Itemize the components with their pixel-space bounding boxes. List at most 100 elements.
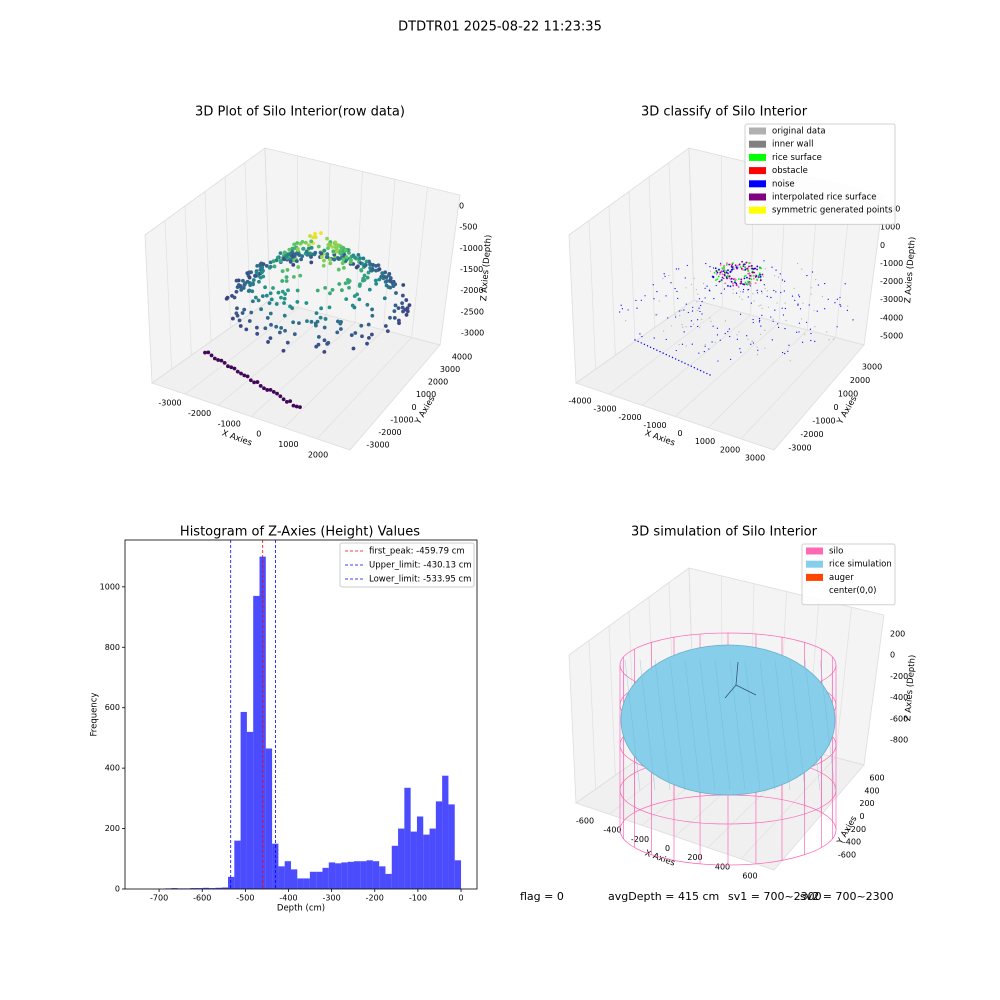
decor-point xyxy=(720,292,722,294)
decor-point xyxy=(815,279,817,281)
x-tick-label: -400 xyxy=(279,894,297,903)
z-axis-label: Z Axies (Depth) xyxy=(479,234,494,301)
y-tick-label: -1000 xyxy=(812,417,835,426)
decor-point xyxy=(730,263,733,266)
decor-point xyxy=(339,246,344,251)
decor-point xyxy=(226,364,230,369)
decor-point xyxy=(347,285,351,290)
decor-point xyxy=(247,270,252,275)
decor-point xyxy=(619,311,621,313)
decor-point xyxy=(300,254,305,259)
decor-point xyxy=(684,362,686,365)
x-tick-label: -100 xyxy=(409,894,427,903)
decor-point xyxy=(377,277,382,282)
decor-point xyxy=(808,304,810,306)
decor-point xyxy=(756,289,758,292)
decor-point xyxy=(740,351,742,353)
decor-point xyxy=(799,308,802,310)
decor-point xyxy=(269,322,273,327)
decor-point xyxy=(828,339,830,341)
y-tick-label: -600 xyxy=(838,851,856,860)
decor-point xyxy=(762,275,764,277)
decor-point xyxy=(839,296,841,299)
decor-point xyxy=(782,314,785,316)
decor-point xyxy=(772,318,774,320)
decor-point xyxy=(683,309,685,311)
decor-point xyxy=(643,343,646,346)
decor-point xyxy=(810,293,812,295)
decor-point xyxy=(732,288,734,290)
decor-point xyxy=(401,283,406,287)
legend-swatch xyxy=(749,167,766,175)
footer-sv1: sv1 = 700~2300 xyxy=(728,890,822,903)
decor-point xyxy=(639,333,641,335)
pane-grid xyxy=(250,322,356,417)
decor-point xyxy=(365,302,370,307)
z-tick-label: -1000 xyxy=(460,244,483,253)
pane-grid xyxy=(184,307,299,395)
pane-grid xyxy=(411,187,428,338)
decor-point xyxy=(752,293,754,295)
decor-point xyxy=(693,367,696,369)
decor-point xyxy=(663,330,665,332)
y-tick-label: -1000 xyxy=(390,415,413,424)
decor-point xyxy=(756,346,758,348)
decor-point xyxy=(360,334,364,339)
decor-point xyxy=(267,265,272,270)
decor-point xyxy=(680,309,683,312)
decor-point xyxy=(749,285,751,287)
decor-point xyxy=(713,298,715,300)
decor-point xyxy=(695,289,697,291)
pane-grid xyxy=(740,757,836,860)
x-tick-label: -3000 xyxy=(158,399,181,408)
x-axis-label: Depth (cm) xyxy=(277,904,325,914)
decor-point xyxy=(686,264,688,267)
decor-point xyxy=(264,293,269,298)
decor-point xyxy=(336,256,340,260)
bar xyxy=(190,888,197,889)
pane-grid xyxy=(244,162,251,314)
footer-sv2: sv2 = 700~2300 xyxy=(800,890,894,903)
decor-point xyxy=(759,267,761,270)
decor-point xyxy=(407,303,412,307)
decor-point xyxy=(358,282,362,287)
decor-point xyxy=(760,325,762,327)
decor-point xyxy=(704,297,706,299)
decor-point xyxy=(685,326,687,328)
decor-point xyxy=(698,298,701,300)
pane-grid xyxy=(217,314,327,406)
pane-grid xyxy=(164,220,173,370)
bar xyxy=(221,887,229,889)
decor-point xyxy=(324,255,329,259)
decor-point xyxy=(353,255,357,260)
decor-point xyxy=(756,292,759,294)
decor-point xyxy=(784,307,786,310)
decor-point xyxy=(698,307,700,309)
decor-point xyxy=(718,280,721,283)
decor-point xyxy=(283,292,288,296)
decor-point xyxy=(234,311,239,316)
decor-point xyxy=(309,245,314,250)
decor-point xyxy=(674,288,676,290)
decor-rice-mesh xyxy=(729,659,746,791)
decor-point xyxy=(322,338,327,343)
y-tick-label: 1000 xyxy=(838,390,858,399)
decor-point xyxy=(724,282,727,285)
decor-point xyxy=(268,336,273,341)
x-tick-label: 0 xyxy=(256,430,261,439)
bar xyxy=(391,845,399,889)
z-tick-label: -4000 xyxy=(880,313,903,322)
decor-point xyxy=(224,296,229,301)
decor-point xyxy=(723,277,725,280)
legend-swatch xyxy=(749,180,766,188)
decor-point xyxy=(714,279,717,282)
decor-point xyxy=(726,277,728,280)
decor-point xyxy=(325,236,329,241)
z-tick-label: 200 xyxy=(890,630,905,639)
bar xyxy=(435,801,443,889)
bar xyxy=(335,863,342,889)
decor-point xyxy=(365,341,369,346)
decor-point xyxy=(698,352,700,354)
bar xyxy=(316,871,323,889)
decor-point xyxy=(292,242,297,247)
